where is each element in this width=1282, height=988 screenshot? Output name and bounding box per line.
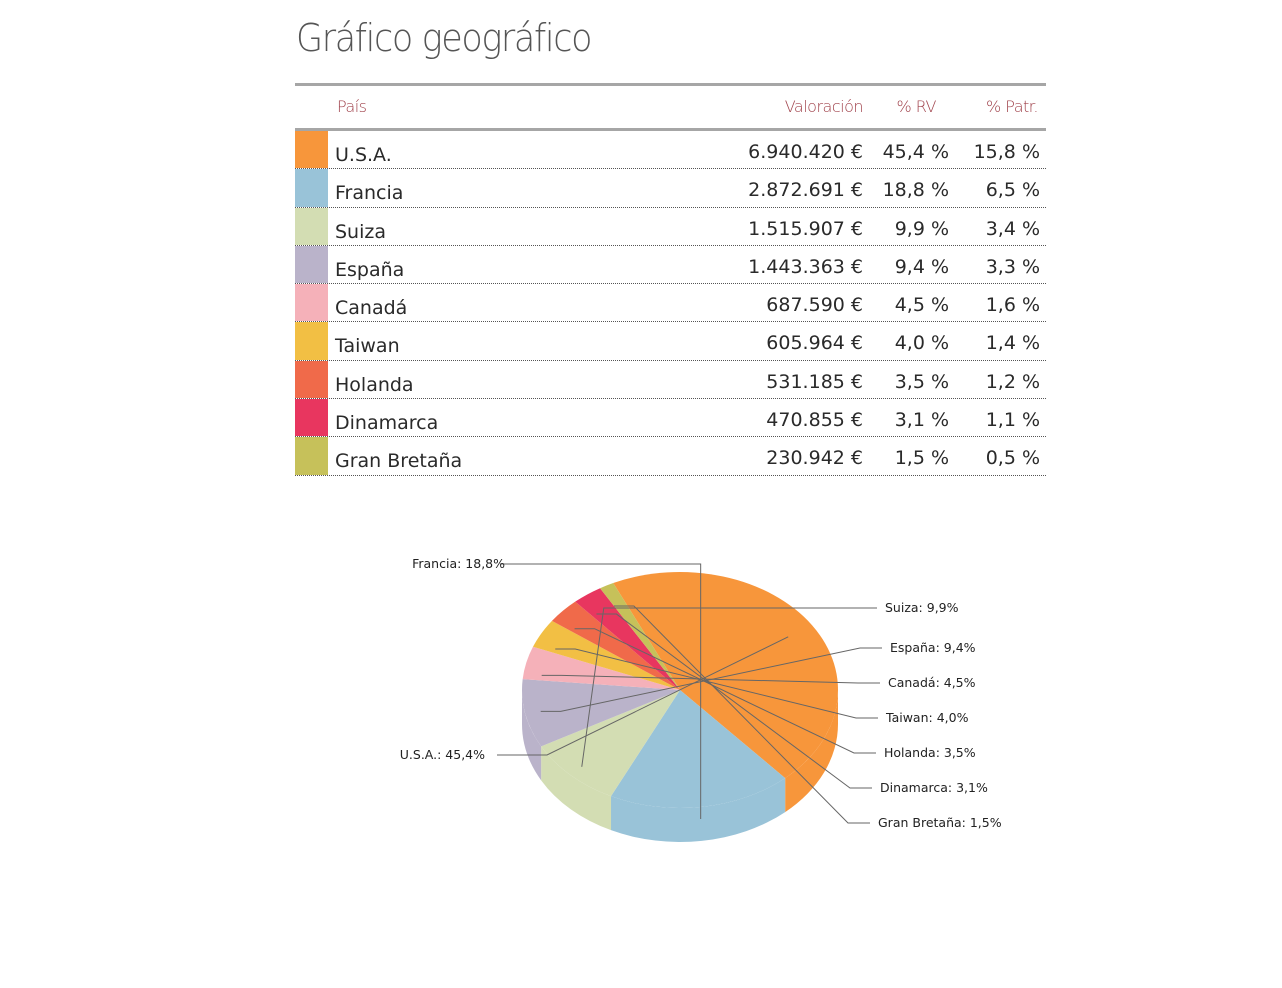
- patr-percent-cell: 1,4 %: [985, 332, 1040, 355]
- page-title: Gráfico geográfico: [296, 16, 592, 60]
- pie-label: Francia: 18,8%: [412, 556, 505, 571]
- pie-label: U.S.A.: 45,4%: [400, 747, 485, 762]
- header-country: País: [337, 97, 367, 116]
- value-cell: 2.872.691 €: [748, 179, 863, 202]
- color-swatch: [295, 360, 328, 399]
- header-rv: % RV: [896, 97, 937, 116]
- country-cell: Taiwan: [335, 335, 400, 358]
- rv-percent-cell: 4,5 %: [894, 294, 949, 317]
- patr-percent-cell: 3,4 %: [985, 217, 1040, 240]
- patr-percent-cell: 0,5 %: [985, 447, 1040, 470]
- header-value: Valoración: [784, 97, 864, 116]
- country-cell: U.S.A.: [335, 144, 392, 166]
- table-row: Canadá 687.590 € 4,5 % 1,6 %: [295, 284, 1046, 323]
- table-row: Taiwan 605.964 € 4,0 % 1,4 %: [295, 322, 1046, 361]
- value-cell: 687.590 €: [766, 294, 863, 317]
- table-header-rule: [295, 128, 1046, 131]
- pie-side-francia: [611, 778, 786, 842]
- value-cell: 531.185 €: [766, 370, 863, 393]
- value-cell: 6.940.420 €: [748, 141, 863, 163]
- rv-percent-cell: 45,4 %: [882, 141, 949, 163]
- pie-label: Dinamarca: 3,1%: [880, 780, 988, 795]
- value-cell: 1.515.907 €: [748, 217, 863, 240]
- pie-slice-usa: [613, 572, 839, 779]
- leader-line: [500, 563, 702, 820]
- color-swatch: [295, 322, 328, 360]
- pie-slice-espaa: [522, 679, 680, 747]
- table-row: Dinamarca 470.855 € 3,1 % 1,1 %: [295, 399, 1046, 438]
- pie-label: Taiwan: 4,0%: [885, 710, 969, 725]
- pie-slice-suiza: [541, 690, 680, 797]
- pie-label: Canadá: 4,5%: [888, 675, 976, 690]
- pie-side-espaa: [522, 690, 542, 781]
- country-cell: Holanda: [335, 373, 414, 396]
- country-cell: Dinamarca: [335, 412, 439, 435]
- country-cell: Gran Bretaña: [335, 450, 463, 473]
- patr-percent-cell: 3,3 %: [985, 255, 1040, 278]
- color-swatch: [295, 131, 328, 169]
- value-cell: 605.964 €: [766, 332, 863, 355]
- pie-slice-granbretaa: [600, 583, 680, 690]
- leader-line: [574, 628, 876, 754]
- table-row: Holanda 531.185 € 3,5 % 1,2 %: [295, 360, 1046, 400]
- pie-label: España: 9,4%: [890, 640, 976, 655]
- patr-percent-cell: 1,1 %: [985, 409, 1040, 432]
- country-cell: Francia: [335, 182, 404, 205]
- pie-slice-taiwan: [532, 620, 680, 690]
- geographic-pie-chart: U.S.A.: 45,4% Francia: 18,8% Suiza: 9,9% Es…: [400, 556, 1002, 842]
- pie-label: Holanda: 3,5%: [884, 745, 976, 760]
- color-swatch: [295, 245, 328, 284]
- color-swatch: [295, 284, 328, 322]
- value-cell: 230.942 €: [766, 447, 863, 470]
- rv-percent-cell: 1,5 %: [894, 447, 949, 470]
- table-body: U.S.A. 6.940.420 € 45,4 % 15,8 % Francia 2.87…: [295, 131, 1046, 476]
- color-swatch: [295, 169, 328, 207]
- color-swatch: [295, 437, 328, 475]
- leader-line: [613, 605, 870, 824]
- rv-percent-cell: 18,8 %: [882, 179, 949, 202]
- pie-slice-canad: [522, 646, 680, 690]
- country-cell: Suiza: [335, 220, 386, 243]
- geographic-table: País Valoración % RV % Patr. U.S.A. 6.940…: [295, 83, 1046, 476]
- leader-line: [541, 674, 880, 684]
- rv-percent-cell: 4,0 %: [894, 332, 949, 355]
- table-row: U.S.A. 6.940.420 € 45,4 % 15,8 %: [295, 131, 1046, 170]
- leader-line: [596, 613, 872, 789]
- table-row: Gran Bretaña 230.942 € 1,5 % 0,5 %: [295, 437, 1046, 476]
- leader-line: [497, 636, 789, 756]
- country-cell: Canadá: [335, 297, 408, 320]
- patr-percent-cell: 1,6 %: [985, 294, 1040, 317]
- color-swatch: [295, 399, 328, 437]
- value-cell: 1.443.363 €: [748, 255, 863, 278]
- pie-side-usa: [785, 690, 838, 813]
- table-row: España 1.443.363 € 9,4 % 3,3 %: [295, 245, 1046, 285]
- rv-percent-cell: 9,4 %: [894, 255, 949, 278]
- pie-label: Gran Bretaña: 1,5%: [878, 815, 1002, 830]
- color-swatch: [295, 207, 328, 245]
- pie-slice-francia: [611, 690, 786, 808]
- table-top-rule: [295, 83, 1046, 86]
- table-header: País Valoración % RV % Patr.: [295, 86, 1046, 128]
- table-row: Suiza 1.515.907 € 9,9 % 3,4 %: [295, 207, 1046, 246]
- leader-line: [555, 648, 878, 719]
- leader-line: [581, 607, 877, 767]
- header-patr: % Patr.: [986, 97, 1039, 116]
- pie-label: Suiza: 9,9%: [885, 600, 959, 615]
- pie-slice-holanda: [551, 601, 680, 690]
- table-row: Francia 2.872.691 € 18,8 % 6,5 %: [295, 169, 1046, 208]
- pie-side-suiza: [541, 746, 612, 831]
- rv-percent-cell: 3,5 %: [894, 370, 949, 393]
- patr-percent-cell: 15,8 %: [973, 141, 1040, 163]
- rv-percent-cell: 3,1 %: [894, 409, 949, 432]
- rv-percent-cell: 9,9 %: [894, 217, 949, 240]
- country-cell: España: [335, 258, 405, 281]
- value-cell: 470.855 €: [766, 409, 863, 432]
- patr-percent-cell: 6,5 %: [985, 179, 1040, 202]
- patr-percent-cell: 1,2 %: [985, 370, 1040, 393]
